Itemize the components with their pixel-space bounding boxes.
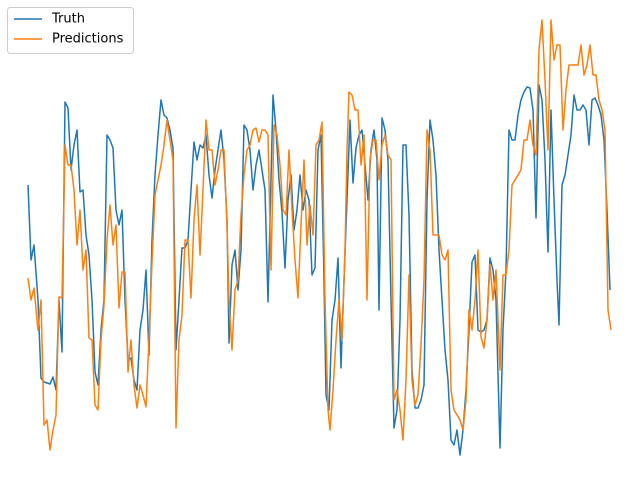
series-line (27, 19, 612, 451)
legend-label: Predictions (52, 32, 124, 47)
legend-label: Truth (51, 12, 85, 27)
plot-area (27, 19, 612, 456)
legend: Truth Predictions (7, 7, 134, 54)
